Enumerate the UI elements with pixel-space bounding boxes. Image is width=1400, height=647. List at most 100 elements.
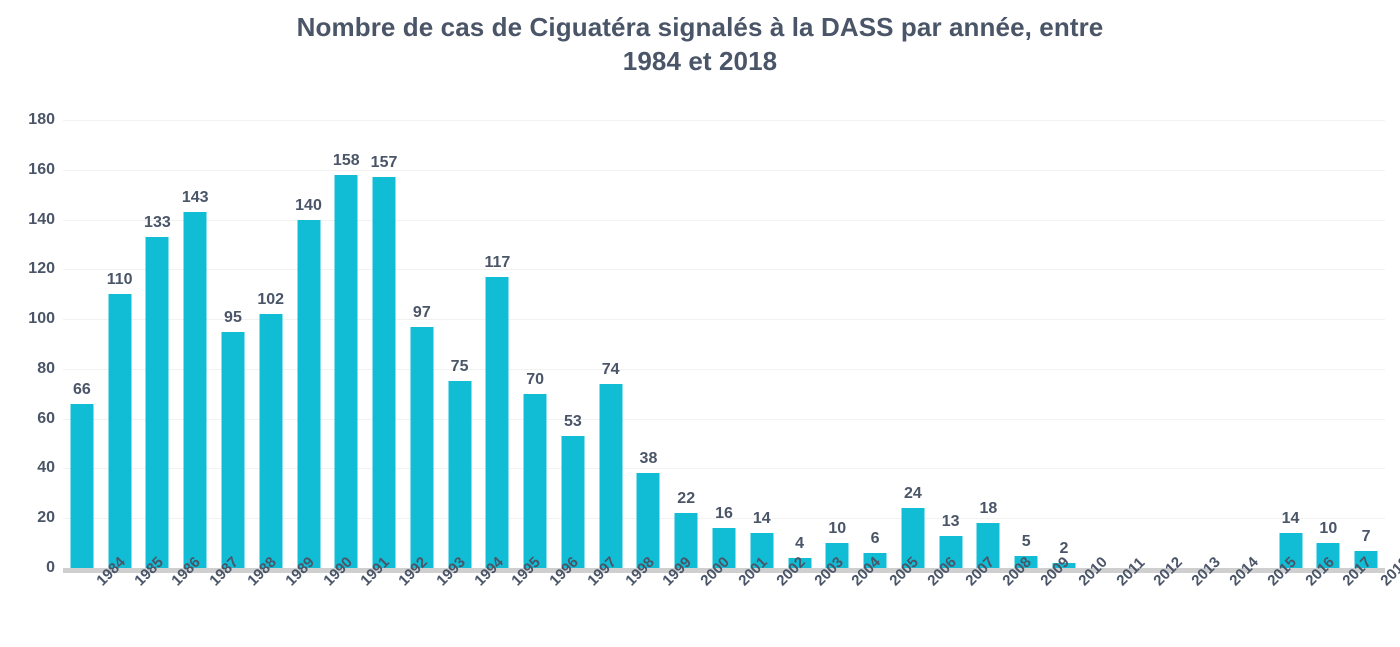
bar-group[interactable] (1083, 120, 1121, 568)
bar-group[interactable]: 53 (554, 120, 592, 568)
bar[interactable] (485, 276, 509, 568)
bar[interactable] (1014, 555, 1038, 568)
bar[interactable] (788, 558, 812, 568)
bar[interactable] (523, 393, 547, 568)
bar[interactable] (561, 436, 585, 568)
bar-group[interactable]: 18 (970, 120, 1008, 568)
bar-group[interactable]: 4 (781, 120, 819, 568)
x-axis-tick-label: 1986 (169, 554, 205, 590)
bar-group[interactable]: 24 (894, 120, 932, 568)
x-axis-tick-label: 2009 (1037, 554, 1073, 590)
bar[interactable] (145, 236, 169, 568)
bar-value-label: 143 (181, 189, 209, 207)
y-axis-tick-label: 180 (28, 111, 55, 128)
bar[interactable] (183, 212, 207, 568)
x-axis-tick-label: 1996 (546, 554, 582, 590)
bar[interactable] (939, 535, 963, 568)
bar-group[interactable]: 38 (630, 120, 668, 568)
bar-group[interactable]: 97 (403, 120, 441, 568)
bar-group[interactable]: 143 (176, 120, 214, 568)
bar[interactable] (976, 523, 1000, 568)
bar[interactable] (108, 294, 132, 568)
x-axis-tick-label: 1984 (93, 554, 129, 590)
bar[interactable] (825, 543, 849, 568)
x-axis-tick-label: 1987 (206, 554, 242, 590)
bar-group[interactable]: 66 (63, 120, 101, 568)
x-axis-tick-label: 2016 (1302, 554, 1338, 590)
bar-group[interactable]: 14 (743, 120, 781, 568)
x-axis-tick-label: 1985 (131, 554, 167, 590)
bar-group[interactable]: 16 (705, 120, 743, 568)
gridline (63, 368, 1385, 370)
bar-group[interactable]: 133 (139, 120, 177, 568)
bar-group[interactable]: 10 (818, 120, 856, 568)
x-axis-tick-label: 2010 (1075, 554, 1111, 590)
bar-group[interactable]: 75 (441, 120, 479, 568)
bar[interactable] (712, 528, 736, 568)
x-axis-tick-label: 1997 (584, 554, 620, 590)
bar-group[interactable] (1121, 120, 1159, 568)
bar-group[interactable]: 13 (932, 120, 970, 568)
bar-value-label: 6 (870, 530, 880, 548)
bar-value-label: 24 (903, 485, 922, 503)
x-axis-tick-label: 2008 (1000, 554, 1036, 590)
bar[interactable] (863, 553, 887, 568)
bar[interactable] (70, 403, 94, 568)
bar[interactable] (448, 381, 472, 568)
bar[interactable] (372, 177, 396, 568)
gridline (63, 319, 1385, 321)
bar[interactable] (636, 473, 660, 568)
bar-group[interactable]: 2 (1045, 120, 1083, 568)
bar-group[interactable]: 117 (478, 120, 516, 568)
y-axis-tick-label: 0 (46, 559, 55, 576)
bar[interactable] (334, 174, 358, 568)
bar-value-label: 14 (1281, 510, 1300, 528)
x-axis-tick-label: 2001 (735, 554, 771, 590)
bar-group[interactable]: 14 (1272, 120, 1310, 568)
bar[interactable] (297, 219, 320, 568)
y-axis-tick-label: 140 (28, 210, 55, 228)
y-axis-tick-label: 100 (28, 310, 55, 328)
bar-group[interactable]: 5 (1007, 120, 1045, 568)
x-axis-tick-label: 2006 (924, 554, 960, 590)
bar-value-label: 110 (106, 271, 133, 289)
bar-value-label: 70 (526, 370, 545, 388)
bar-value-label: 157 (370, 154, 398, 172)
bar[interactable] (674, 513, 698, 568)
bar-group[interactable]: 158 (327, 120, 365, 568)
bar-group[interactable]: 140 (290, 120, 328, 568)
bar[interactable] (221, 331, 245, 568)
bar-group[interactable]: 10 (1309, 120, 1347, 568)
x-axis-tick-label: 1991 (358, 554, 394, 590)
bar-group[interactable]: 157 (365, 120, 403, 568)
x-axis-tick-label: 2015 (1264, 554, 1300, 590)
bar-group[interactable]: 110 (101, 120, 139, 568)
bar-value-label: 95 (224, 308, 242, 326)
bar-value-label: 97 (412, 303, 431, 321)
bar-group[interactable]: 74 (592, 120, 630, 568)
bar-group[interactable]: 95 (214, 120, 252, 568)
bar-group[interactable]: 102 (252, 120, 290, 568)
bar-group[interactable] (1158, 120, 1196, 568)
x-axis-tick-label: 1989 (282, 554, 318, 590)
bar[interactable] (750, 533, 774, 568)
y-axis-tick-label: 40 (37, 459, 55, 477)
bar[interactable] (1316, 543, 1340, 568)
bar[interactable] (1052, 563, 1076, 568)
bar-value-label: 7 (1361, 527, 1371, 545)
bar-group[interactable] (1196, 120, 1234, 568)
bar-value-label: 133 (144, 213, 171, 231)
bar[interactable] (1354, 550, 1378, 568)
bar-group[interactable]: 6 (856, 120, 894, 568)
bar[interactable] (259, 314, 283, 568)
bar[interactable] (599, 383, 623, 568)
bar[interactable] (410, 326, 434, 568)
bar-group[interactable]: 22 (667, 120, 705, 568)
bar-group[interactable] (1234, 120, 1272, 568)
x-axis-tick-label: 2011 (1113, 554, 1148, 589)
bar[interactable] (1279, 533, 1303, 568)
bar-value-label: 18 (979, 500, 998, 518)
bar[interactable] (901, 508, 925, 568)
bar-group[interactable]: 70 (516, 120, 554, 568)
bar-group[interactable]: 7 (1347, 120, 1385, 568)
